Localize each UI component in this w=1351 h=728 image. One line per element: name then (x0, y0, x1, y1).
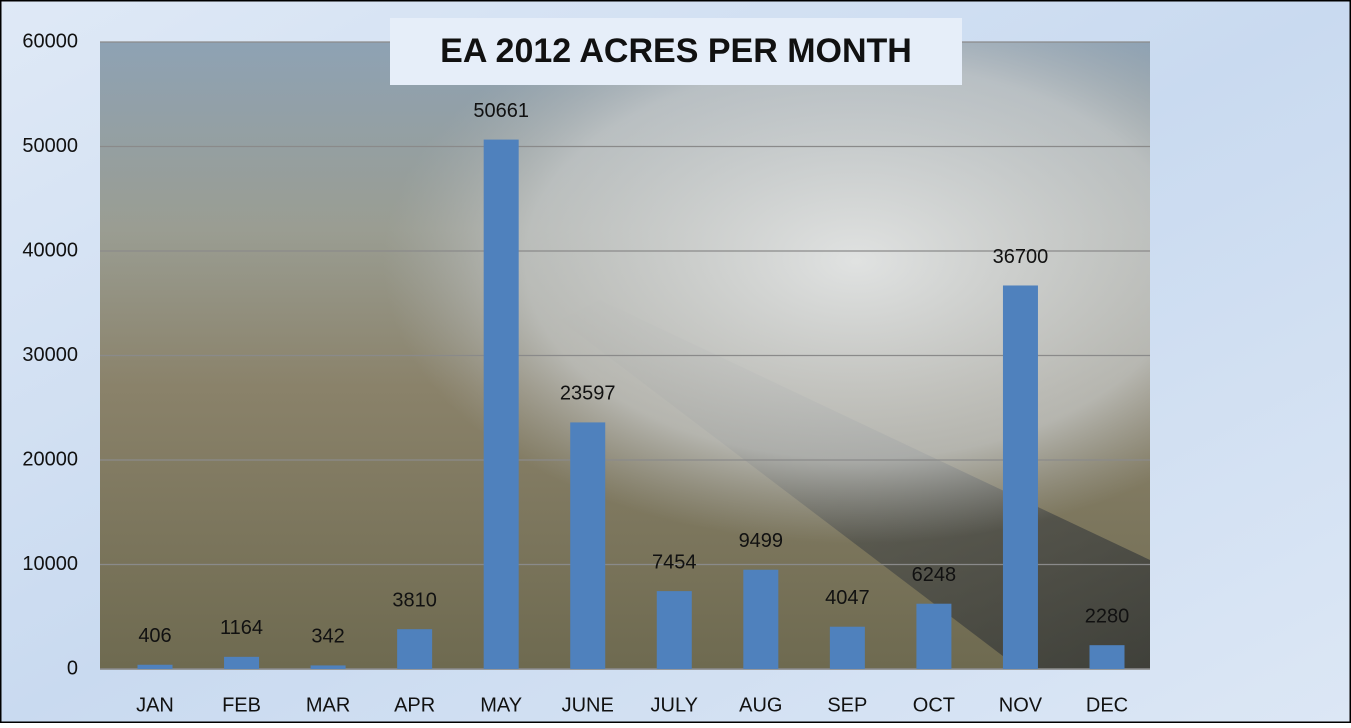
bar (1089, 645, 1125, 669)
data-label: 9499 (739, 530, 784, 552)
x-tick-label: DEC (1086, 694, 1128, 716)
data-label: 2280 (1085, 605, 1130, 627)
bar (829, 626, 865, 669)
x-tick-label: AUG (739, 694, 782, 716)
x-tick-label: NOV (999, 694, 1043, 716)
bar (224, 656, 260, 669)
y-tick-label: 60000 (22, 30, 78, 52)
bar (310, 665, 346, 669)
y-tick-label: 30000 (22, 344, 78, 366)
y-tick-label: 50000 (22, 135, 78, 157)
x-tick-label: OCT (913, 694, 955, 716)
bar (656, 591, 692, 669)
bar (916, 603, 952, 669)
data-label: 7454 (652, 551, 697, 573)
data-label: 50661 (473, 100, 529, 122)
y-tick-label: 40000 (22, 239, 78, 261)
bar (397, 629, 433, 669)
bar (483, 139, 519, 670)
data-label: 406 (138, 625, 171, 647)
y-tick-label: 10000 (22, 553, 78, 575)
bar (743, 569, 779, 669)
data-label: 1164 (220, 617, 263, 639)
title-box (390, 18, 962, 85)
data-label: 3810 (392, 589, 437, 611)
x-tick-label: JULY (651, 694, 698, 716)
data-label: 36700 (993, 246, 1049, 268)
x-tick-label: APR (394, 694, 435, 716)
bar (570, 422, 606, 669)
x-tick-label: MAY (480, 694, 522, 716)
bar (137, 664, 173, 669)
x-tick-label: MAR (306, 694, 350, 716)
data-label: 6248 (912, 564, 957, 586)
x-tick-label: SEP (827, 694, 867, 716)
chart-title: EA 2012 ACRES PER MONTH (440, 32, 912, 70)
x-tick-label: FEB (222, 694, 261, 716)
data-label: 23597 (560, 383, 616, 405)
x-tick-label: JUNE (562, 694, 614, 716)
data-label: 342 (311, 626, 344, 648)
data-label: 4047 (825, 587, 870, 609)
x-tick-label: JAN (136, 694, 174, 716)
y-tick-label: 0 (67, 657, 78, 679)
y-tick-label: 20000 (22, 448, 78, 470)
bar (1002, 285, 1038, 669)
